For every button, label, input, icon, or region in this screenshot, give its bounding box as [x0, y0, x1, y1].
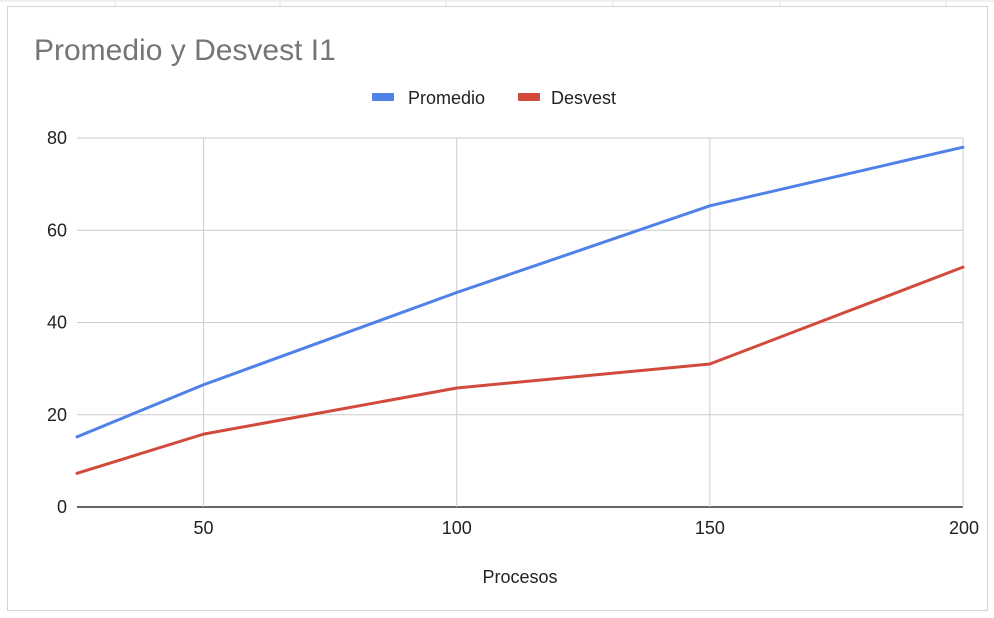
legend-swatch-promedio — [372, 93, 394, 101]
legend-swatch-desvest — [518, 93, 540, 101]
y-tick-label: 40 — [47, 313, 67, 333]
series-line-desvest — [75, 265, 965, 475]
y-axis-ticks: 0 20 40 60 80 — [47, 128, 67, 517]
x-axis-title: Procesos — [482, 567, 557, 587]
x-tick-label: 150 — [695, 518, 725, 538]
y-tick-label: 0 — [57, 497, 67, 517]
y-tick-label: 20 — [47, 405, 67, 425]
x-tick-label: 100 — [442, 518, 472, 538]
chart-title: Promedio y Desvest I1 — [34, 34, 336, 67]
series-lines — [75, 145, 965, 475]
legend-label-promedio: Promedio — [408, 88, 485, 108]
legend-label-desvest: Desvest — [551, 88, 616, 108]
y-tick-label: 60 — [47, 220, 67, 240]
x-tick-label: 200 — [949, 518, 979, 538]
gridlines — [77, 137, 964, 508]
y-tick-label: 80 — [47, 128, 67, 148]
chart-legend: Promedio Desvest — [372, 88, 616, 108]
chart-border — [7, 6, 988, 611]
x-axis-ticks: 50 100 150 200 — [194, 518, 979, 538]
series-line-promedio — [75, 145, 965, 439]
x-tick-label: 50 — [194, 518, 214, 538]
